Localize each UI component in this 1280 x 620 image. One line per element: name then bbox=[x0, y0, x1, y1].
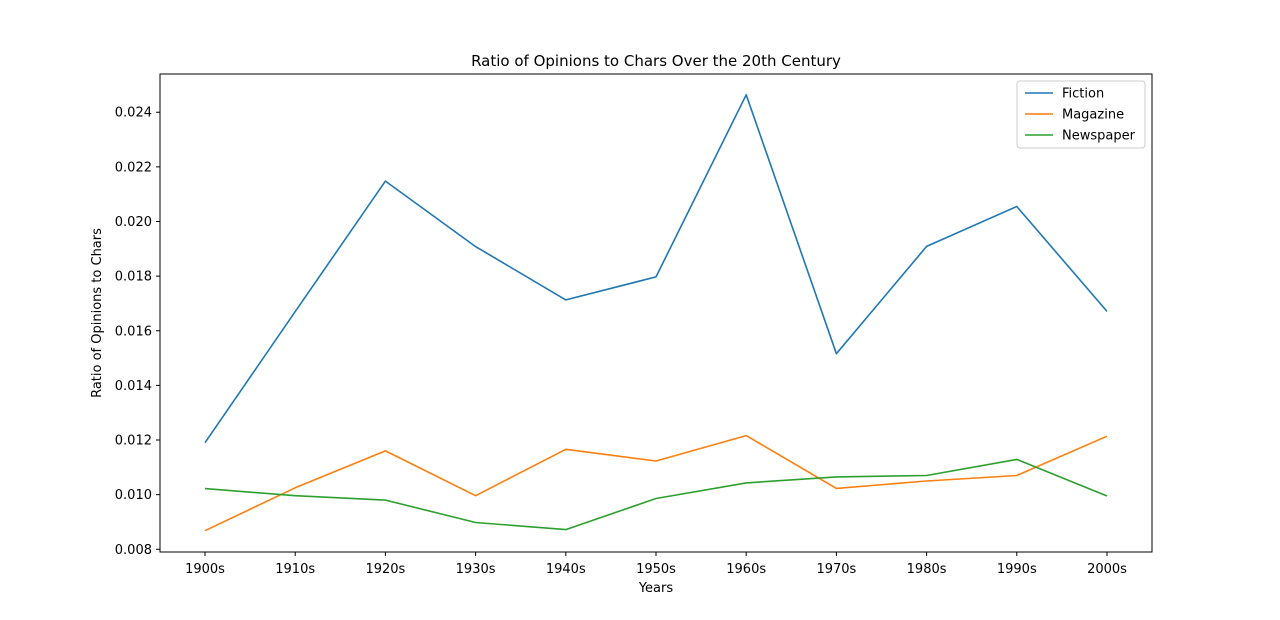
y-tick-label: 0.014 bbox=[115, 379, 152, 394]
series-line-magazine bbox=[204, 434, 1108, 532]
y-tick-label: 0.018 bbox=[115, 270, 152, 285]
x-tick-label: 1930s bbox=[456, 562, 496, 577]
legend-label-fiction: Fiction bbox=[1062, 87, 1104, 102]
x-tick-label: 1910s bbox=[275, 562, 315, 577]
y-tick-label: 0.012 bbox=[115, 434, 152, 449]
y-axis-label: Ratio of Opinions to Chars bbox=[90, 228, 105, 398]
plot-area-frame bbox=[159, 73, 1153, 553]
series-line-fiction bbox=[204, 94, 1108, 444]
y-tick-label: 0.010 bbox=[115, 488, 152, 503]
y-axis: 0.008 0.010 0.012 0.014 0.016 0.018 0.020 0.022… bbox=[115, 106, 160, 558]
chart-title: Ratio of Opinions to Chars Over the 20th… bbox=[471, 52, 841, 70]
x-axis-label: Years bbox=[638, 581, 674, 596]
legend: Fiction Magazine Newspaper bbox=[1016, 80, 1146, 149]
legend-label-magazine: Magazine bbox=[1062, 108, 1124, 123]
series-layer bbox=[204, 94, 1108, 532]
series-line-newspaper bbox=[204, 458, 1108, 531]
x-tick-label: 1990s bbox=[997, 562, 1037, 577]
x-tick-label: 2000s bbox=[1087, 562, 1127, 577]
y-tick-label: 0.022 bbox=[115, 160, 152, 175]
x-tick-label: 1900s bbox=[185, 562, 225, 577]
x-tick-label: 1940s bbox=[546, 562, 586, 577]
legend-box bbox=[1016, 80, 1146, 149]
legend-label-newspaper: Newspaper bbox=[1062, 129, 1136, 144]
x-tick-label: 1970s bbox=[816, 562, 856, 577]
x-tick-label: 1920s bbox=[365, 562, 405, 577]
y-tick-label: 0.020 bbox=[115, 215, 152, 230]
y-tick-label: 0.024 bbox=[115, 106, 152, 121]
x-tick-label: 1960s bbox=[726, 562, 766, 577]
x-axis: 1900s 1910s 1920s 1930s 1940s 1950s 1960s 1970s… bbox=[185, 552, 1127, 577]
x-tick-label: 1950s bbox=[636, 562, 676, 577]
x-tick-label: 1980s bbox=[907, 562, 947, 577]
y-tick-label: 0.008 bbox=[115, 543, 152, 558]
y-tick-label: 0.016 bbox=[115, 324, 152, 339]
